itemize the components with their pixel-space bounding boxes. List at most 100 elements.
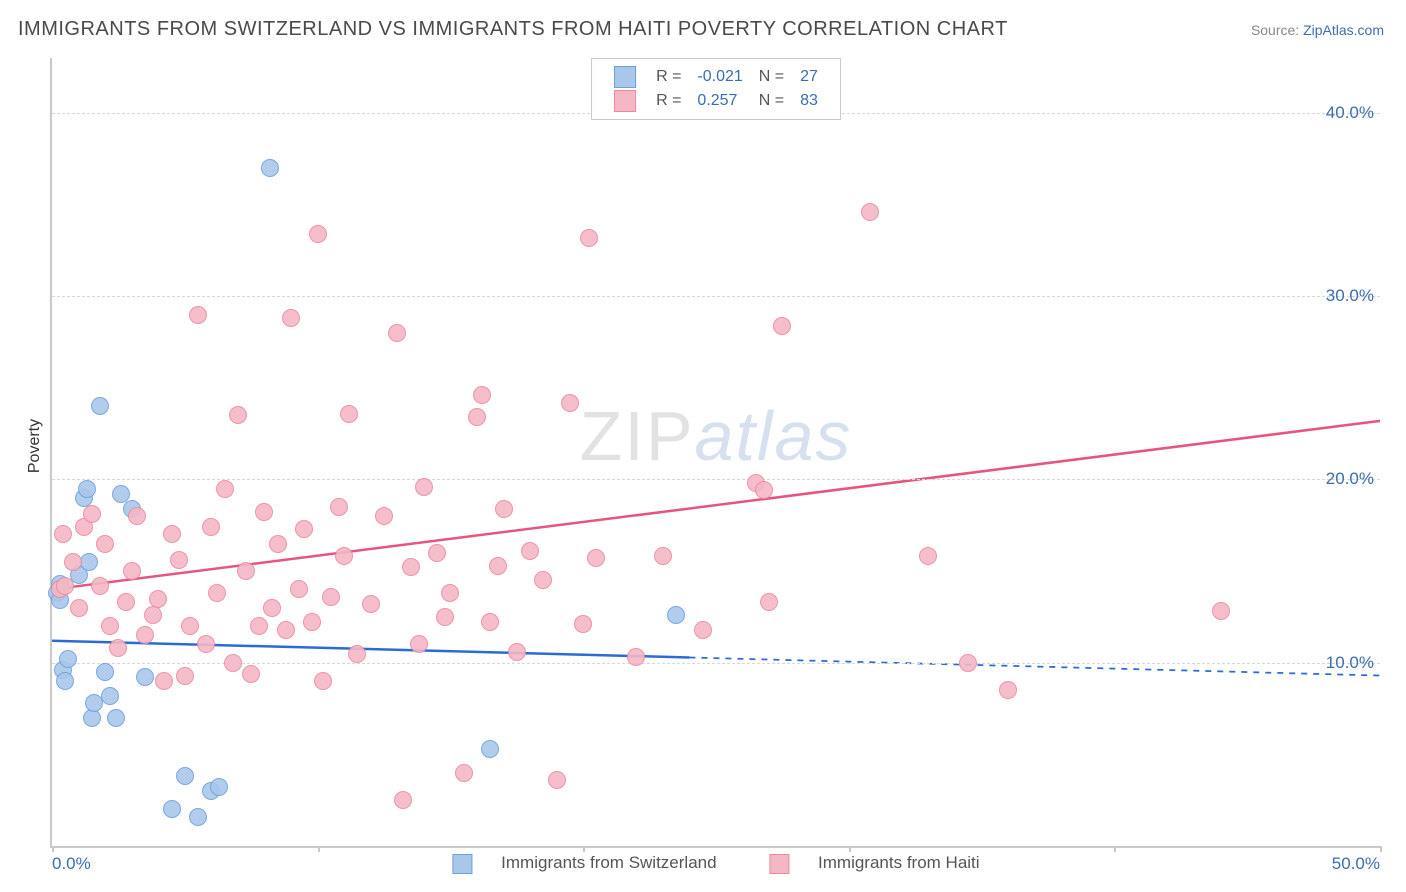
point-haiti <box>375 507 393 525</box>
point-haiti <box>760 593 778 611</box>
point-switzerland <box>163 800 181 818</box>
point-haiti <box>574 615 592 633</box>
x-tick-label: 0.0% <box>52 854 91 874</box>
point-switzerland <box>667 606 685 624</box>
point-haiti <box>309 225 327 243</box>
point-haiti <box>436 608 454 626</box>
point-switzerland <box>176 767 194 785</box>
swatch-switzerland-icon <box>452 854 472 874</box>
y-tick-label: 30.0% <box>1326 286 1374 306</box>
point-haiti <box>919 547 937 565</box>
point-haiti <box>348 645 366 663</box>
point-haiti <box>303 613 321 631</box>
swatch-haiti-icon <box>614 90 636 112</box>
point-haiti <box>548 771 566 789</box>
trend-line <box>689 657 1380 675</box>
point-haiti <box>773 317 791 335</box>
point-haiti <box>202 518 220 536</box>
point-haiti <box>277 621 295 639</box>
point-switzerland <box>101 687 119 705</box>
point-haiti <box>208 584 226 602</box>
x-tickmark <box>318 846 320 852</box>
point-haiti <box>441 584 459 602</box>
point-haiti <box>250 617 268 635</box>
point-switzerland <box>210 778 228 796</box>
point-switzerland <box>96 663 114 681</box>
chart-title: IMMIGRANTS FROM SWITZERLAND VS IMMIGRANT… <box>18 18 1008 41</box>
point-haiti <box>314 672 332 690</box>
point-haiti <box>999 681 1017 699</box>
x-tickmark <box>52 846 54 852</box>
point-haiti <box>580 229 598 247</box>
point-haiti <box>959 654 977 672</box>
point-haiti <box>242 665 260 683</box>
point-haiti <box>91 577 109 595</box>
point-haiti <box>755 481 773 499</box>
point-haiti <box>109 639 127 657</box>
swatch-haiti-icon <box>769 854 789 874</box>
y-axis-label: Poverty <box>26 419 44 473</box>
legend-label-haiti: Immigrants from Haiti <box>818 853 980 872</box>
point-haiti <box>96 535 114 553</box>
point-haiti <box>388 324 406 342</box>
n-label: N = <box>751 89 792 113</box>
legend-label-switzerland: Immigrants from Switzerland <box>501 853 716 872</box>
point-haiti <box>144 606 162 624</box>
y-tick-label: 40.0% <box>1326 103 1374 123</box>
trend-lines-layer <box>52 58 1380 846</box>
point-haiti <box>269 535 287 553</box>
point-haiti <box>415 478 433 496</box>
point-haiti <box>330 498 348 516</box>
point-haiti <box>340 405 358 423</box>
source-prefix: Source: <box>1251 22 1303 38</box>
point-haiti <box>181 617 199 635</box>
r-value-switzerland: -0.021 <box>689 65 750 89</box>
point-haiti <box>295 520 313 538</box>
point-haiti <box>255 503 273 521</box>
point-haiti <box>229 406 247 424</box>
point-haiti <box>587 549 605 567</box>
point-haiti <box>189 306 207 324</box>
point-haiti <box>163 525 181 543</box>
x-tickmark <box>1380 846 1382 852</box>
x-tickmark <box>583 846 585 852</box>
point-haiti <box>362 595 380 613</box>
y-tick-label: 10.0% <box>1326 653 1374 673</box>
point-haiti <box>216 480 234 498</box>
point-haiti <box>1212 602 1230 620</box>
point-haiti <box>170 551 188 569</box>
source-link[interactable]: ZipAtlas.com <box>1303 22 1384 38</box>
source-label: Source: ZipAtlas.com <box>1251 22 1384 38</box>
r-value-haiti: 0.257 <box>689 89 750 113</box>
point-haiti <box>101 617 119 635</box>
point-haiti <box>322 588 340 606</box>
point-haiti <box>70 599 88 617</box>
point-haiti <box>410 635 428 653</box>
point-switzerland <box>261 159 279 177</box>
r-label: R = <box>648 65 689 89</box>
point-switzerland <box>59 650 77 668</box>
point-switzerland <box>481 740 499 758</box>
point-haiti <box>149 590 167 608</box>
point-switzerland <box>78 480 96 498</box>
point-haiti <box>473 386 491 404</box>
point-haiti <box>155 672 173 690</box>
point-haiti <box>508 643 526 661</box>
point-haiti <box>861 203 879 221</box>
point-haiti <box>521 542 539 560</box>
point-haiti <box>123 562 141 580</box>
point-switzerland <box>189 808 207 826</box>
gridline <box>52 479 1380 480</box>
point-haiti <box>263 599 281 617</box>
point-haiti <box>56 577 74 595</box>
point-switzerland <box>80 553 98 571</box>
point-haiti <box>224 654 242 672</box>
point-haiti <box>136 626 154 644</box>
point-haiti <box>83 505 101 523</box>
n-value-switzerland: 27 <box>792 65 826 89</box>
point-switzerland <box>91 397 109 415</box>
correlation-legend: R = -0.021 N = 27 R = 0.257 N = 83 <box>591 58 841 120</box>
point-haiti <box>394 791 412 809</box>
point-haiti <box>54 525 72 543</box>
gridline <box>52 296 1380 297</box>
